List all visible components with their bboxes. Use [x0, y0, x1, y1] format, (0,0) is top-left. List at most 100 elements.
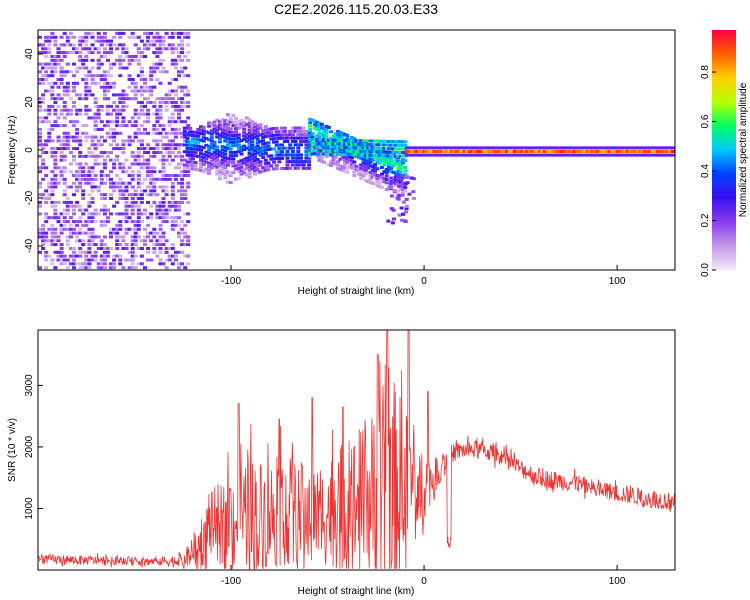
spectrogram-cell [382, 177, 387, 180]
spectrogram-cell [317, 121, 322, 125]
spectrogram-cell [185, 153, 190, 157]
spectrogram-cell [226, 113, 230, 117]
spectrogram-cell [68, 170, 73, 174]
spectrogram-cell [293, 153, 298, 157]
spectrogram-cell [90, 139, 95, 143]
spectrogram-cell [449, 146, 454, 150]
spectrogram-cell [373, 162, 378, 166]
spectrogram-cell [75, 51, 80, 55]
spectrogram-cell [199, 128, 203, 132]
spectrogram-cell [161, 47, 166, 51]
spectrogram-cell [255, 171, 260, 175]
spectrogram-cell [158, 124, 163, 128]
spectrogram-cell [382, 143, 387, 147]
spectrogram-cell [47, 131, 52, 135]
spectrogram-cell [62, 104, 67, 108]
spectrogram-cell [130, 170, 135, 174]
spectrogram-cell [280, 130, 285, 133]
spectrogram-cell [102, 162, 107, 166]
spectrogram-cell [161, 177, 166, 181]
spectrogram-cell [105, 247, 110, 250]
spectrogram-cell [136, 247, 141, 250]
spectrogram-cell [500, 153, 505, 157]
spectrogram-cell [127, 139, 132, 143]
spectrogram-cell [274, 163, 279, 167]
spectrogram-cell [368, 146, 373, 150]
spectrogram-cell [170, 216, 175, 220]
spectrogram-cell [317, 145, 322, 149]
spectrogram-cell [180, 243, 185, 247]
spectrogram-cell [124, 66, 129, 70]
spectrogram-cell [161, 39, 166, 43]
spectrogram-cell [186, 243, 191, 247]
spectrogram-cell [143, 97, 147, 101]
spectrogram-cell [164, 93, 169, 97]
spectrogram-cell [93, 116, 98, 120]
spectrogram-cell [643, 146, 648, 150]
spectrogram-cell [449, 153, 454, 157]
spectrogram-cell [177, 85, 181, 89]
spectrogram-cell [90, 51, 95, 55]
spectrogram-cell [347, 153, 352, 157]
spectrogram-cell [99, 254, 104, 258]
spectrogram-cell [65, 43, 70, 47]
spectrogram-cell [333, 132, 338, 136]
spectrogram-cell [326, 142, 331, 146]
spectrogram-cell [183, 243, 188, 247]
spectrogram-cell [177, 235, 181, 239]
spectrogram-cell [247, 131, 252, 135]
spectrogram-cell [90, 197, 95, 200]
spectrogram-cell [164, 158, 169, 162]
spectrogram-cell [53, 227, 58, 231]
spectrogram-cell [274, 137, 279, 140]
spectrogram-cell [266, 144, 271, 148]
spectrogram-cell [87, 266, 92, 270]
spectrogram-cell [81, 262, 86, 266]
spectrogram-cell [99, 266, 104, 270]
spectrogram-cell [53, 62, 58, 66]
spectrogram-cell [290, 163, 295, 167]
spectrogram-cell [84, 223, 89, 227]
spectrogram-cell [623, 153, 628, 157]
spectrogram-cell [155, 177, 160, 181]
spectrogram-cell [429, 153, 434, 157]
spectrogram-cell [282, 140, 287, 143]
spectrogram-cell [565, 153, 570, 157]
spectrogram-cell [115, 120, 120, 124]
spectrogram-cell [65, 70, 70, 74]
spectrogram-cell [188, 130, 193, 134]
spectrogram-cell [143, 112, 147, 116]
spectrogram-cell [201, 156, 206, 160]
spectrogram-cell [180, 70, 185, 74]
spectrogram-cell [112, 81, 117, 85]
spectrogram-cell [640, 153, 645, 157]
spectrogram-cell [263, 151, 268, 155]
spectrogram-cell [53, 185, 58, 189]
spectrogram-cell [84, 55, 89, 58]
spectrogram-cell [250, 167, 255, 171]
spectrogram-cell [319, 126, 324, 130]
spectrogram-cell [500, 146, 505, 150]
spectrogram-cell [143, 212, 147, 216]
spectrogram-cell [136, 112, 141, 116]
spectrogram-cell [234, 164, 239, 168]
spectrogram-cell [133, 124, 138, 128]
spectrogram-cell [299, 160, 303, 164]
spectrogram-cell [68, 235, 73, 239]
spectrogram-cell [244, 173, 249, 177]
spectrogram-cell [127, 204, 132, 208]
spectrogram-cell [226, 143, 230, 147]
spectrogram-cell [167, 43, 172, 47]
spectrogram-cell [72, 258, 76, 262]
spectrogram-cell [296, 160, 301, 164]
spectrogram-cell [403, 172, 408, 176]
spectrogram-cell [247, 165, 252, 169]
spectrogram-cell [143, 81, 147, 85]
spectrogram-cell [109, 227, 113, 231]
spectrogram-cell [68, 162, 73, 166]
snr-series [37, 329, 675, 570]
spectrogram-cell [155, 35, 160, 39]
spectrogram-cell [155, 204, 160, 208]
spectrogram-cell [136, 154, 141, 158]
spectrogram-cell [124, 47, 129, 51]
